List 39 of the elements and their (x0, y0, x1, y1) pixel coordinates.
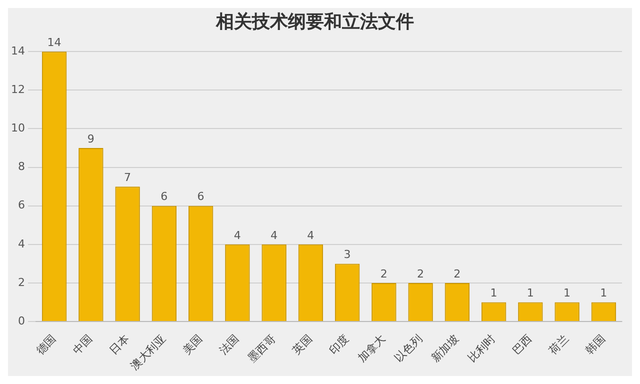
data-label: 6 (160, 190, 168, 204)
x-tick-label: 美国 (180, 332, 205, 357)
y-tick-label: 8 (18, 160, 25, 174)
x-tick-label: 英国 (290, 332, 315, 357)
data-label: 4 (270, 228, 278, 242)
data-label: 7 (124, 170, 132, 184)
x-tick-label: 德国 (34, 332, 58, 357)
data-label: 1 (564, 286, 571, 300)
data-label: 1 (526, 286, 534, 300)
x-tick-label: 韩国 (583, 332, 608, 357)
data-label: 1 (490, 286, 498, 300)
x-tick-label: 中国 (70, 332, 96, 357)
x-tick-label: 法国 (216, 332, 242, 357)
x-tick-label: 比利时 (465, 332, 498, 365)
y-tick-label: 12 (10, 83, 25, 96)
y-tick-label: 4 (18, 237, 25, 250)
chart-title: 相关技术纲要和立法文件 (215, 11, 414, 32)
x-tick-label: 墨西哥 (246, 332, 278, 365)
data-label: 2 (417, 267, 424, 280)
y-tick-label: 14 (10, 44, 25, 58)
x-tick-label: 巴西 (510, 332, 535, 357)
data-label: 2 (454, 267, 461, 280)
x-tick-label: 荷兰 (546, 332, 572, 357)
y-tick-label: 2 (18, 276, 25, 289)
y-tick-label: 6 (18, 198, 25, 212)
data-label: 4 (234, 228, 241, 242)
x-tick-label: 新加坡 (428, 332, 462, 365)
data-label: 9 (87, 132, 94, 146)
x-tick-label: 印度 (326, 332, 352, 357)
data-label: 6 (197, 190, 204, 204)
data-label: 4 (307, 228, 314, 242)
data-label: 14 (47, 36, 62, 49)
data-label: 2 (380, 267, 388, 280)
x-tick-label: 加拿大 (356, 332, 388, 365)
y-tick-label: 10 (10, 122, 25, 135)
data-label: 3 (344, 248, 351, 262)
x-tick-label: 以色列 (392, 332, 425, 365)
y-tick-label: 0 (18, 314, 25, 328)
data-label: 1 (600, 286, 608, 300)
